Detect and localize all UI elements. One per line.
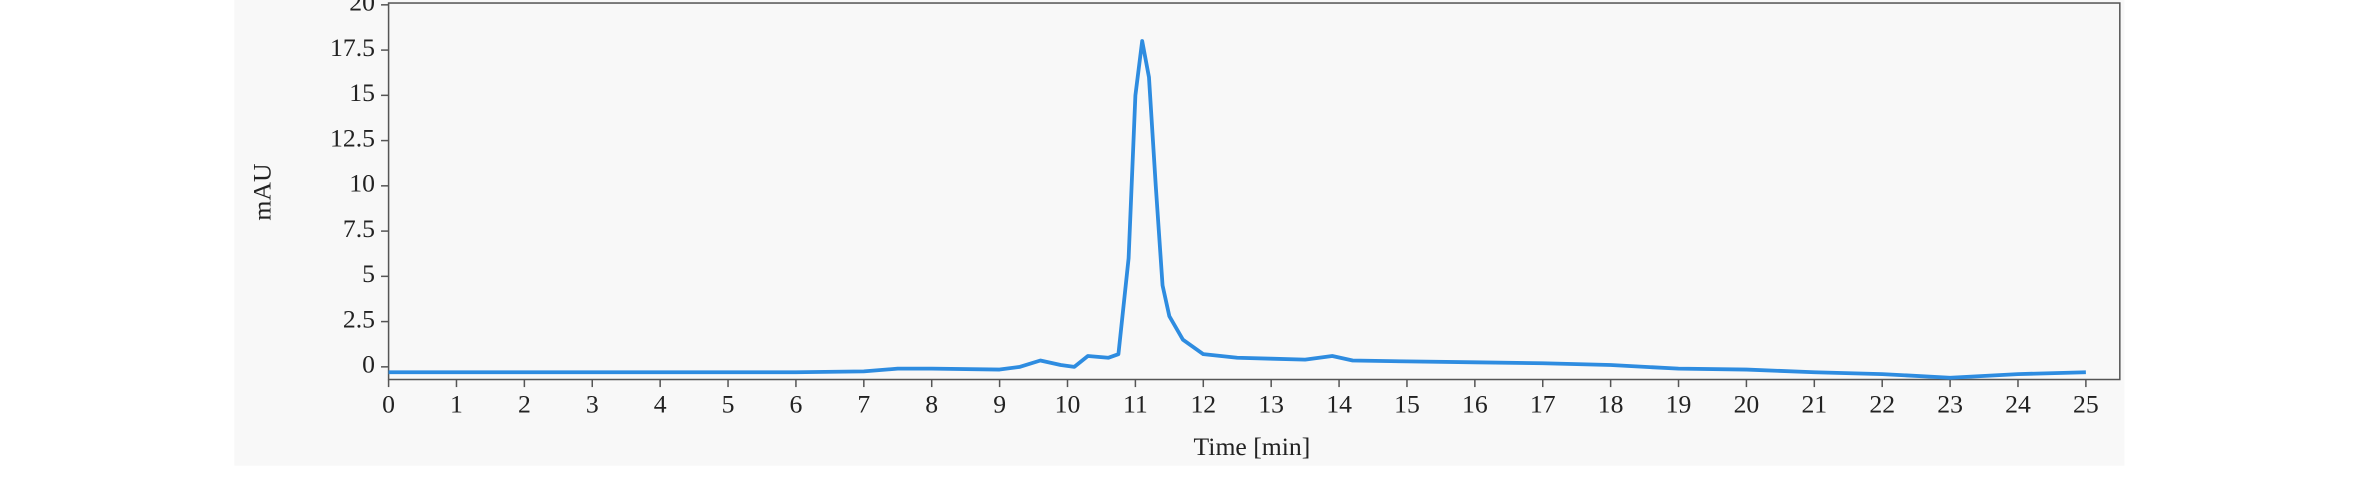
x-tick-label: 2 bbox=[518, 390, 531, 419]
x-tick-label: 12 bbox=[1190, 390, 1216, 419]
x-tick-label: 16 bbox=[1462, 390, 1488, 419]
x-tick-label: 11 bbox=[1123, 390, 1148, 419]
x-tick-label: 13 bbox=[1258, 390, 1284, 419]
y-tick-label: 0 bbox=[362, 350, 375, 379]
x-tick-label: 15 bbox=[1394, 390, 1420, 419]
data-line bbox=[388, 39, 2086, 380]
x-tick-label: 6 bbox=[790, 390, 803, 419]
x-tick-label: 23 bbox=[1937, 390, 1963, 419]
y-tick-label: 20 bbox=[349, 0, 375, 17]
y-tick-label: 2.5 bbox=[343, 304, 375, 333]
x-tick-label: 8 bbox=[925, 390, 938, 419]
x-axis-label: Time [min] bbox=[1194, 432, 1311, 461]
x-tick-label: 4 bbox=[654, 390, 667, 419]
x-tick-label: 22 bbox=[1869, 390, 1895, 419]
y-tick-label: 15 bbox=[349, 78, 375, 107]
y-tick-label: 7.5 bbox=[343, 214, 375, 243]
panel bbox=[234, 0, 2125, 466]
plot-frame bbox=[387, 2, 2121, 381]
y-tick-label: 17.5 bbox=[330, 33, 375, 62]
x-tick-label: 19 bbox=[1666, 390, 1692, 419]
x-tick-label: 14 bbox=[1326, 390, 1352, 419]
y-axis-label: mAU bbox=[247, 163, 276, 221]
x-tick-label: 0 bbox=[382, 390, 395, 419]
x-tick-label: 5 bbox=[722, 390, 735, 419]
x-tick-label: 20 bbox=[1734, 390, 1760, 419]
x-tick-label: 9 bbox=[993, 390, 1006, 419]
x-tick-label: 25 bbox=[2073, 390, 2099, 419]
y-tick-label: 10 bbox=[349, 169, 375, 198]
x-tick-label: 3 bbox=[586, 390, 599, 419]
chart-group: Time [min] mAU 0 1 2 3 4 5 6 7 8 9 10 11 12 13 14 15 16 1… bbox=[234, 0, 2125, 466]
x-tick-label: 7 bbox=[857, 390, 870, 419]
x-tick-label: 24 bbox=[2005, 390, 2031, 419]
x-tick-label: 1 bbox=[450, 390, 463, 419]
x-tick-label: 18 bbox=[1598, 390, 1624, 419]
y-tick-label: 5 bbox=[362, 259, 375, 288]
y-tick-label: 12.5 bbox=[330, 123, 375, 152]
x-tick-label: 21 bbox=[1801, 390, 1827, 419]
x-tick-label: 17 bbox=[1530, 390, 1556, 419]
x-tick-label: 10 bbox=[1055, 390, 1081, 419]
